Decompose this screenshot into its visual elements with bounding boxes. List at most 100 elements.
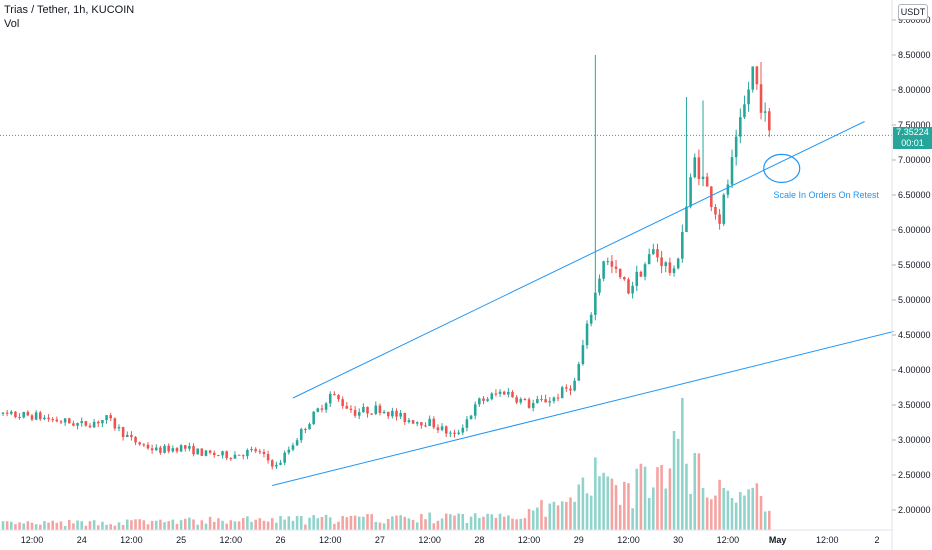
candle-body	[18, 417, 21, 419]
volume-bar	[67, 519, 71, 530]
candle-body	[726, 184, 730, 195]
candle-body	[250, 448, 253, 451]
volume-bar	[594, 457, 597, 530]
volume-bar	[14, 524, 17, 530]
volume-bar	[154, 520, 158, 530]
candle-body	[436, 427, 440, 431]
volume-bar	[208, 516, 212, 530]
candle-body	[258, 451, 262, 453]
volume-bar	[362, 516, 365, 530]
candle-body	[337, 395, 340, 400]
volume-bar	[507, 515, 510, 530]
volume-bar	[689, 493, 692, 530]
candle-body	[51, 419, 54, 421]
volume-bar	[668, 468, 672, 530]
volume-bar	[577, 484, 581, 530]
candle-body	[88, 425, 92, 428]
volume-bar	[569, 497, 572, 530]
time-tick-label: 12:00	[816, 535, 839, 545]
volume-bar	[328, 517, 332, 530]
volume-bar	[353, 515, 357, 530]
volume-bar	[72, 523, 75, 530]
candle-body	[386, 411, 390, 417]
currency-button[interactable]: USDT	[898, 4, 928, 20]
volume-bar	[710, 499, 713, 530]
candle-body	[150, 448, 154, 451]
volume-bar	[739, 491, 742, 530]
volume-bar	[411, 519, 415, 530]
candle-body	[465, 419, 469, 428]
candle-body	[188, 446, 191, 449]
volume-bar	[30, 522, 34, 530]
candle-body	[76, 423, 79, 426]
volume-bar	[544, 516, 547, 530]
candle-body	[647, 254, 651, 265]
volume-bar	[714, 495, 717, 530]
volume-bar	[676, 438, 680, 530]
volume-indicator-label[interactable]: Vol	[4, 18, 20, 30]
volume-bar	[652, 487, 655, 530]
candle-body	[415, 422, 419, 424]
candle-body	[461, 427, 465, 433]
candle-body	[403, 412, 407, 423]
volume-bar	[751, 487, 755, 530]
candle-body	[225, 451, 228, 459]
candle-body	[652, 249, 655, 255]
volume-bar	[18, 522, 21, 530]
time-axis[interactable]: 12:00 24 12:00 25 12:00 26 12:00 27 12:00 28 12:00…	[0, 529, 892, 545]
candle-body	[411, 420, 415, 424]
volume-bar	[478, 517, 481, 530]
volume-bar	[444, 513, 448, 530]
volume-bar	[718, 479, 721, 530]
volume-bar	[453, 515, 456, 530]
candle-body	[341, 399, 344, 406]
time-tick-label: 12:00	[21, 535, 44, 545]
price-tick-label: 4.50000	[898, 330, 931, 340]
volume-bar	[432, 523, 436, 530]
volume-bar	[531, 510, 535, 530]
volume-bar	[299, 516, 303, 530]
time-tick-label: 26	[276, 535, 286, 545]
candle-body	[43, 417, 46, 420]
time-tick-label: 30	[673, 535, 683, 545]
price-tick-label: 8.00000	[898, 85, 931, 95]
candle-body	[540, 399, 543, 401]
candle-body	[378, 405, 382, 413]
volume-bar	[159, 519, 162, 530]
volume-bar	[768, 510, 771, 530]
candle-body	[357, 412, 361, 416]
volume-bar	[382, 523, 386, 530]
time-tick-label: May	[769, 535, 787, 545]
volume-bar	[407, 518, 411, 530]
candle-body	[507, 391, 510, 395]
volume-bar	[316, 518, 320, 530]
volume-bar	[573, 501, 576, 530]
candle-body	[420, 422, 423, 426]
candle-body	[14, 411, 17, 418]
volume-bar	[440, 518, 444, 530]
last-price-tag: 7.35224 00:01	[893, 127, 932, 149]
candle-body	[304, 429, 307, 431]
volume-bar	[610, 478, 614, 530]
candle-body	[552, 397, 556, 402]
volume-bar	[565, 501, 568, 530]
symbol-title[interactable]: Trias / Tether, 1h, KUCOIN	[4, 4, 135, 16]
volume-bar	[473, 513, 477, 530]
volume-bar	[287, 516, 291, 530]
candle-body	[734, 136, 738, 158]
volume-bar	[304, 524, 307, 530]
candle-body	[635, 271, 639, 286]
candle-body	[676, 258, 680, 269]
volume-bar	[250, 521, 253, 530]
candle-body	[92, 421, 96, 428]
candle-body	[167, 445, 170, 452]
volume-bar	[598, 476, 601, 530]
volume-bar	[627, 483, 630, 530]
drawings[interactable]: Scale In Orders On Retest	[272, 121, 894, 486]
volume-bar	[511, 518, 514, 530]
volume-bar	[337, 521, 340, 530]
candle-body	[275, 464, 278, 467]
price-axis[interactable]: 2.00000 2.50000 3.00000 3.50000 4.00000 4.500…	[891, 0, 931, 550]
candle-body	[573, 380, 576, 391]
